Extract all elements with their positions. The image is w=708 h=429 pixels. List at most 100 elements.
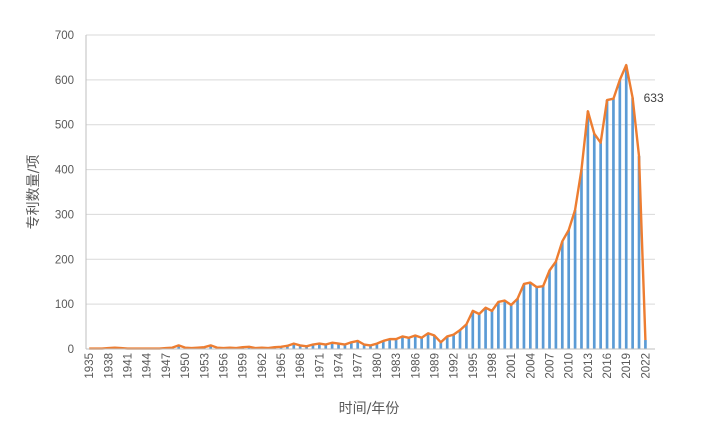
bar — [298, 345, 302, 349]
bar — [420, 337, 423, 349]
y-tick-label: 400 — [55, 165, 74, 177]
bar — [330, 342, 334, 349]
y-tick-label: 200 — [55, 254, 74, 266]
bar — [401, 336, 404, 349]
bar — [477, 314, 481, 349]
x-tick-label: 1950 — [180, 353, 192, 379]
bar — [452, 334, 455, 349]
bar — [426, 333, 430, 349]
bar — [509, 305, 513, 349]
bar — [439, 342, 443, 349]
bar — [497, 301, 500, 349]
x-tick-label: 1947 — [161, 353, 173, 379]
bar — [560, 241, 564, 349]
bar — [624, 65, 628, 349]
data-labels: 633 — [644, 91, 664, 105]
bar — [637, 156, 641, 349]
bar — [618, 79, 622, 349]
bar — [369, 345, 372, 349]
bar — [343, 344, 347, 349]
bar — [177, 345, 181, 349]
trend-line — [89, 63, 647, 350]
bar — [528, 282, 532, 349]
bar — [388, 339, 392, 349]
x-tick-label: 1992 — [449, 353, 461, 379]
x-tick-label: 2019 — [621, 353, 633, 379]
bar — [356, 340, 360, 349]
x-tick-label: 1986 — [410, 353, 422, 379]
bar-series — [87, 65, 647, 350]
x-tick-label: 1956 — [218, 353, 230, 379]
x-tick-label: 1971 — [314, 353, 326, 379]
x-tick-label: 1977 — [353, 353, 365, 379]
bar — [573, 209, 577, 349]
y-tick-label: 700 — [55, 30, 74, 42]
y-tick-label: 100 — [55, 299, 74, 311]
line-series — [89, 63, 647, 350]
bar — [337, 343, 340, 349]
x-tick-label: 1953 — [199, 353, 211, 379]
y-axis-title: 专利数量/项 — [26, 155, 42, 230]
bar — [612, 98, 615, 349]
bar — [541, 286, 545, 349]
bar — [209, 345, 213, 349]
bar — [375, 343, 379, 349]
x-tick-label: 2022 — [640, 353, 652, 379]
y-tick-label: 0 — [68, 344, 74, 356]
bar — [286, 345, 289, 349]
bar — [305, 346, 308, 349]
x-tick-label: 1938 — [103, 353, 115, 379]
data-label-peak: 633 — [644, 91, 664, 105]
bar — [631, 97, 634, 349]
x-tick-labels: 1935 1938 1941 1944 1947 1950 1953 1956 1959 1962… — [84, 352, 652, 378]
bar — [503, 300, 507, 349]
bar — [458, 330, 462, 349]
bar — [311, 344, 315, 349]
bar — [567, 230, 571, 349]
axes — [85, 35, 655, 350]
x-tick-label: 1944 — [142, 352, 154, 378]
x-tick-label: 1959 — [238, 353, 250, 379]
bar — [324, 344, 328, 349]
horizontal-gridlines — [86, 34, 655, 305]
bar — [554, 261, 558, 349]
bar — [644, 340, 647, 349]
x-axis-title: 时间/年份 — [339, 401, 400, 417]
x-tick-label: 1935 — [84, 353, 96, 379]
x-tick-label: 2016 — [602, 353, 614, 379]
y-tick-label: 600 — [55, 75, 74, 87]
x-tick-label: 1962 — [257, 353, 269, 379]
bar — [490, 310, 494, 349]
x-tick-label: 1968 — [295, 353, 307, 379]
bar — [349, 342, 353, 349]
y-tick-labels: 0 100 200 300 400 500 600 700 — [55, 30, 74, 356]
bar — [516, 298, 519, 349]
x-tick-label: 1980 — [372, 353, 384, 379]
bar — [471, 310, 475, 349]
bar — [292, 343, 296, 349]
x-tick-label: 2004 — [525, 352, 537, 378]
bar — [535, 287, 539, 349]
x-tick-label: 1998 — [487, 353, 499, 379]
x-tick-label: 1995 — [468, 353, 480, 379]
x-tick-label: 2013 — [583, 353, 595, 379]
bar — [381, 340, 385, 349]
y-tick-label: 500 — [55, 120, 74, 132]
bar — [599, 142, 602, 349]
y-tick-label: 300 — [55, 209, 74, 221]
x-tick-label: 1989 — [429, 353, 441, 379]
x-tick-label: 1941 — [123, 353, 135, 379]
bar — [413, 335, 417, 349]
bar — [548, 270, 551, 349]
bar — [580, 169, 583, 349]
x-tick-label: 2001 — [506, 353, 518, 379]
x-tick-label: 2007 — [545, 353, 557, 379]
bar — [586, 111, 590, 349]
bar — [318, 343, 321, 349]
bar — [394, 339, 398, 349]
bar — [605, 100, 609, 350]
bar — [592, 133, 596, 349]
bar — [465, 324, 468, 349]
x-tick-label: 1983 — [391, 353, 403, 379]
